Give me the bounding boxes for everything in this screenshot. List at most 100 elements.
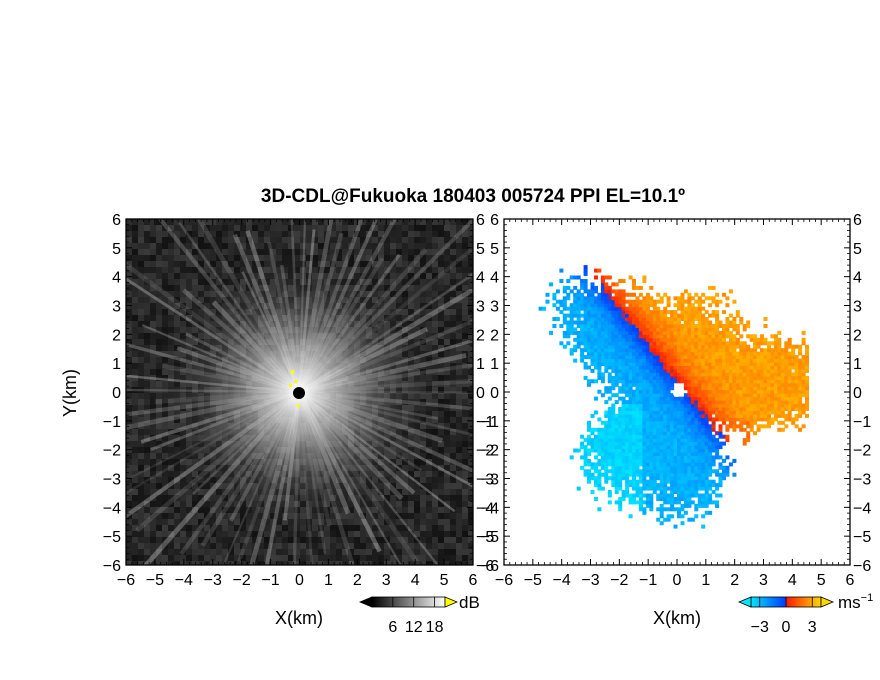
- intensity-noise-cell: [438, 447, 444, 453]
- velocity-cell: [611, 465, 616, 470]
- velocity-cell: [659, 317, 664, 321]
- velocity-cell: [611, 407, 616, 411]
- intensity-noise-cell: [366, 549, 372, 555]
- intensity-noise-cell: [162, 537, 168, 543]
- velocity-cell: [587, 476, 591, 481]
- intensity-noise-cell: [366, 225, 372, 231]
- intensity-noise-cell: [444, 357, 450, 363]
- intensity-noise-cell: [246, 525, 252, 531]
- velocity-cell: [576, 313, 581, 318]
- intensity-noise-cell: [444, 405, 450, 411]
- intensity-noise-cell: [192, 261, 198, 267]
- intensity-noise-cell: [168, 297, 174, 303]
- velocity-cell: [666, 324, 671, 328]
- velocity-cell: [587, 341, 591, 346]
- intensity-noise-cell: [414, 465, 420, 471]
- velocity-cell: [645, 341, 650, 346]
- velocity-cell: [594, 334, 598, 339]
- intensity-noise-cell: [156, 369, 162, 375]
- intensity-noise-cell: [138, 537, 144, 543]
- velocity-cell: [666, 389, 671, 394]
- velocity-cell: [594, 434, 598, 439]
- intensity-noise-cell: [264, 249, 270, 255]
- intensity-noise-cell: [204, 225, 210, 231]
- velocity-cell: [618, 507, 623, 512]
- velocity-cell: [628, 469, 633, 474]
- velocity-cell: [649, 503, 654, 508]
- intensity-noise-cell: [246, 537, 252, 543]
- intensity-noise-cell: [252, 561, 258, 565]
- intensity-noise-cell: [420, 279, 426, 285]
- velocity-cell: [600, 279, 605, 283]
- intensity-noise-cell: [414, 531, 420, 537]
- intensity-noise-cell: [168, 459, 174, 465]
- intensity-noise-cell: [324, 237, 330, 243]
- velocity-cell: [600, 296, 605, 301]
- intensity-noise-cell: [408, 495, 414, 501]
- velocity-cell: [607, 476, 612, 481]
- intensity-noise-cell: [204, 243, 210, 249]
- velocity-cell: [628, 299, 633, 304]
- velocity-cell: [621, 462, 626, 467]
- intensity-noise-cell: [462, 321, 468, 327]
- velocity-cell: [625, 393, 630, 398]
- intensity-noise-cell: [180, 249, 186, 255]
- intensity-noise-cell: [468, 231, 473, 237]
- velocity-cell: [656, 434, 661, 439]
- velocity-cell: [625, 403, 630, 408]
- velocity-cell: [632, 497, 636, 501]
- velocity-cell: [659, 465, 664, 470]
- velocity-cell: [614, 445, 619, 450]
- velocity-cell: [625, 493, 630, 498]
- velocity-cell: [628, 327, 633, 332]
- velocity-cell: [621, 417, 626, 422]
- velocity-cell: [656, 407, 661, 411]
- velocity-cell: [618, 462, 623, 467]
- intensity-noise-cell: [132, 309, 138, 315]
- intensity-noise-cell: [432, 291, 438, 297]
- velocity-cell: [649, 337, 654, 342]
- velocity-cell: [638, 341, 643, 346]
- velocity-cell: [607, 500, 612, 505]
- velocity-cell: [590, 355, 595, 360]
- intensity-noise-cell: [162, 291, 168, 297]
- velocity-cell: [604, 337, 609, 342]
- velocity-cell: [670, 455, 675, 460]
- velocity-cell: [645, 424, 650, 429]
- velocity-cell: [663, 348, 668, 353]
- velocity-cell: [659, 521, 664, 526]
- intensity-noise-cell: [192, 513, 198, 519]
- intensity-noise-cell: [414, 219, 420, 225]
- intensity-noise-cell: [384, 561, 390, 565]
- intensity-noise-cell: [180, 513, 186, 519]
- velocity-cell: [618, 375, 623, 380]
- intensity-noise-cell: [174, 483, 180, 489]
- intensity-noise-cell: [252, 219, 258, 225]
- intensity-noise-cell: [432, 333, 438, 339]
- velocity-cell: [611, 313, 616, 318]
- intensity-noise-cell: [462, 387, 468, 393]
- velocity-cell: [573, 348, 578, 353]
- intensity-noise-cell: [168, 555, 174, 561]
- velocity-cell: [597, 448, 602, 453]
- velocity-cell: [656, 320, 661, 325]
- intensity-noise-cell: [426, 219, 432, 225]
- intensity-noise-cell: [180, 243, 186, 249]
- velocity-cell: [659, 424, 664, 429]
- radar-site-marker: [293, 387, 305, 399]
- intensity-noise-cell: [432, 303, 438, 309]
- intensity-noise-cell: [450, 321, 456, 327]
- velocity-cell: [625, 317, 630, 321]
- velocity-cell: [659, 344, 664, 349]
- velocity-cell: [590, 348, 595, 353]
- intensity-noise-cell: [450, 291, 456, 297]
- velocity-cell: [625, 379, 630, 384]
- intensity-noise-cell: [276, 531, 282, 537]
- intensity-noise-cell: [162, 507, 168, 513]
- intensity-noise-cell: [318, 543, 324, 549]
- intensity-noise-cell: [336, 561, 342, 565]
- intensity-noise-cell: [150, 399, 156, 405]
- intensity-noise-cell: [378, 231, 384, 237]
- velocity-cell: [562, 313, 567, 318]
- intensity-noise-cell: [450, 297, 456, 303]
